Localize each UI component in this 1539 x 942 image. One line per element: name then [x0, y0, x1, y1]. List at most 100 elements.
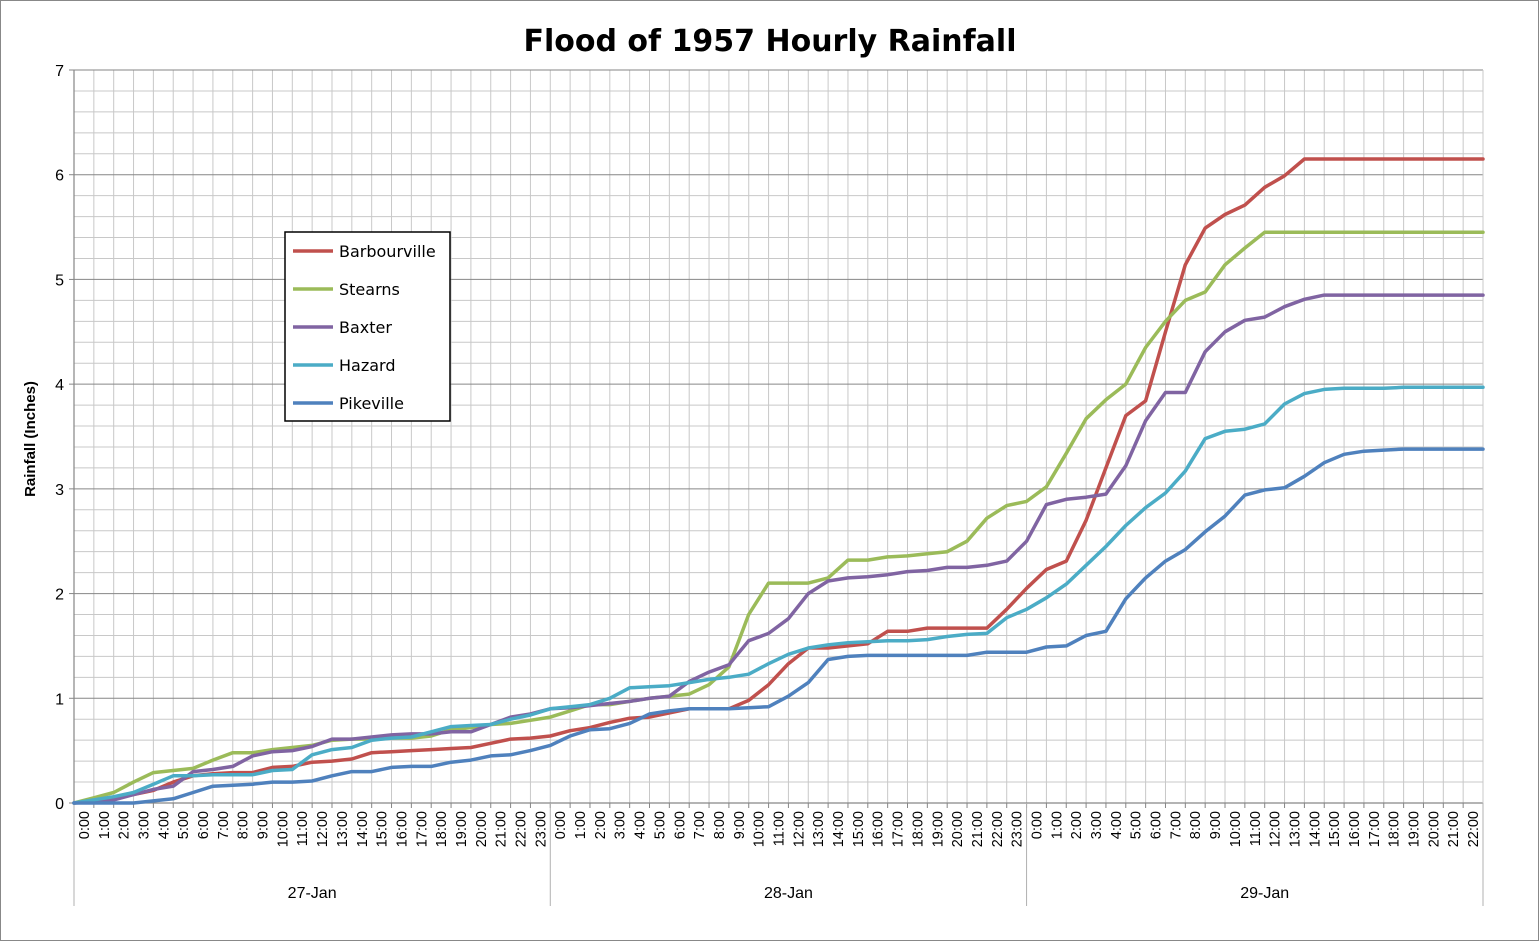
- x-tick-label: 23:00: [533, 811, 549, 847]
- series-line-baxter: [72, 293, 1485, 805]
- x-tick-label: 9:00: [256, 811, 272, 839]
- x-tick-label: 13:00: [1287, 811, 1303, 847]
- x-tick-label: 20:00: [1426, 811, 1442, 847]
- legend: Barbourville Stearns Baxter Hazard Pikeville: [284, 231, 451, 422]
- x-tick-label: 0:00: [553, 811, 569, 839]
- x-tick-label: 22:00: [1466, 811, 1482, 847]
- y-tick-label: 0: [55, 796, 64, 813]
- x-tick-label: 9:00: [732, 811, 748, 839]
- x-tick-label: 1:00: [97, 811, 113, 839]
- x-tick-label: 21:00: [1446, 811, 1462, 847]
- y-tick-label: 3: [55, 482, 64, 499]
- x-tick-label: 3:00: [136, 811, 152, 839]
- y-tick-label: 7: [55, 63, 64, 80]
- x-tick-label: 1:00: [573, 811, 589, 839]
- x-tick-label: 16:00: [394, 811, 410, 847]
- series-lines: [72, 157, 1485, 805]
- x-tick-label: 2:00: [117, 811, 133, 839]
- x-tick-label: 12:00: [1268, 811, 1284, 847]
- x-tick-label: 10:00: [752, 811, 768, 847]
- x-tick-label: 8:00: [712, 811, 728, 839]
- x-tick-label: 20:00: [950, 811, 966, 847]
- legend-label: Stearns: [339, 280, 400, 299]
- x-tick-label: 18:00: [1387, 811, 1403, 847]
- x-tick-label: 10:00: [275, 811, 291, 847]
- plot-background: [74, 70, 1483, 803]
- x-tick-label: 17:00: [414, 811, 430, 847]
- x-tick-label: 5:00: [652, 811, 668, 839]
- x-tick-label: 21:00: [494, 811, 510, 847]
- x-tick-label: 17:00: [1367, 811, 1383, 847]
- x-tick-label: 14:00: [355, 811, 371, 847]
- plot-area: [73, 69, 1484, 804]
- chart-title: Flood of 1957 Hourly Rainfall: [524, 24, 1017, 59]
- x-tick-label: 12:00: [315, 811, 331, 847]
- x-tick-label: 14:00: [1307, 811, 1323, 847]
- x-tick-label: 16:00: [871, 811, 887, 847]
- y-axis-ticks: 0 1 2 3 4 5 6 7: [55, 63, 74, 813]
- y-tick-label: 6: [55, 168, 64, 185]
- x-tick-label: 0:00: [1029, 811, 1045, 839]
- series-line-hazard: [72, 385, 1485, 805]
- x-tick-label: 3:00: [1089, 811, 1105, 839]
- x-tick-label: 18:00: [910, 811, 926, 847]
- x-tick-label: 14:00: [831, 811, 847, 847]
- x-axis-ticks: 0:00 1:00 2:00 3:00 4:00 5:00 6:00 7:00 8:00 9:00…: [73, 803, 1484, 906]
- x-tick-label: 19:00: [454, 811, 470, 847]
- x-tick-label: 11:00: [295, 811, 311, 846]
- day-label: 29-Jan: [1240, 885, 1289, 902]
- x-tick-label: 11:00: [1248, 811, 1264, 846]
- x-tick-label: 2:00: [1069, 811, 1085, 839]
- x-tick-label: 16:00: [1347, 811, 1363, 847]
- day-label: 28-Jan: [764, 885, 813, 902]
- x-tick-label: 0:00: [77, 811, 93, 839]
- x-tick-label: 7:00: [692, 811, 708, 839]
- x-tick-label: 8:00: [1188, 811, 1204, 839]
- x-tick-label: 5:00: [176, 811, 192, 839]
- legend-label: Hazard: [339, 356, 396, 375]
- x-tick-label: 10:00: [1228, 811, 1244, 847]
- legend-label: Barbourville: [339, 242, 436, 261]
- x-tick-label: 18:00: [434, 811, 450, 847]
- x-tick-label: 5:00: [1129, 811, 1145, 839]
- x-tick-label: 9:00: [1208, 811, 1224, 839]
- x-tick-label: 4:00: [156, 811, 172, 839]
- x-tick-label: 4:00: [633, 811, 649, 839]
- x-tick-label: 6:00: [1149, 811, 1165, 839]
- x-tick-label: 15:00: [375, 811, 391, 847]
- x-tick-label: 6:00: [196, 811, 212, 839]
- x-tick-label: 17:00: [891, 811, 907, 847]
- x-tick-label: 23:00: [1010, 811, 1026, 847]
- x-tick-label: 1:00: [1049, 811, 1065, 839]
- x-tick-label: 11:00: [772, 811, 788, 846]
- legend-label: Baxter: [339, 318, 392, 337]
- x-tick-label: 21:00: [970, 811, 986, 847]
- x-tick-label: 3:00: [613, 811, 629, 839]
- day-label: 27-Jan: [288, 885, 337, 902]
- x-tick-label: 8:00: [236, 811, 252, 839]
- y-tick-label: 4: [55, 377, 64, 394]
- x-tick-label: 2:00: [593, 811, 609, 839]
- x-tick-label: 7:00: [216, 811, 232, 839]
- x-tick-label: 12:00: [791, 811, 807, 847]
- x-tick-label: 6:00: [672, 811, 688, 839]
- y-tick-label: 1: [55, 691, 64, 708]
- x-tick-label: 13:00: [811, 811, 827, 847]
- y-tick-label: 5: [55, 272, 64, 289]
- series-line-barbourville: [72, 157, 1485, 805]
- x-tick-label: 15:00: [1327, 811, 1343, 847]
- y-tick-label: 2: [55, 587, 64, 604]
- x-tick-label: 13:00: [335, 811, 351, 847]
- y-axis-label: Rainfall (Inches): [22, 381, 39, 497]
- x-tick-label: 15:00: [851, 811, 867, 847]
- x-tick-label: 7:00: [1168, 811, 1184, 839]
- series-line-pikeville: [72, 447, 1485, 805]
- x-tick-label: 4:00: [1109, 811, 1125, 839]
- x-tick-label: 19:00: [1407, 811, 1423, 847]
- x-tick-label: 19:00: [930, 811, 946, 847]
- x-tick-label: 20:00: [474, 811, 490, 847]
- x-tick-label: 22:00: [990, 811, 1006, 847]
- legend-label: Pikeville: [339, 394, 404, 413]
